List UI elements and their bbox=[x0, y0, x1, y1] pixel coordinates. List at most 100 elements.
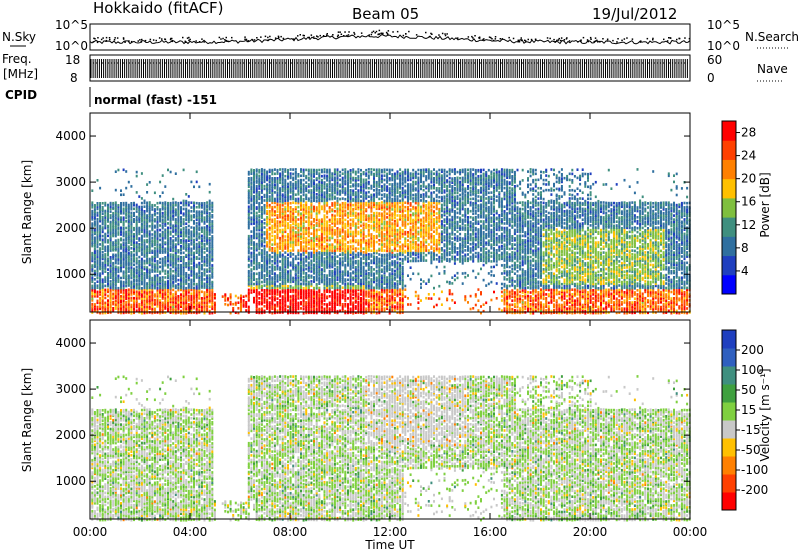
power-cell bbox=[341, 222, 344, 225]
power-cell bbox=[271, 247, 274, 250]
power-cell bbox=[185, 228, 188, 232]
power-cell bbox=[190, 238, 193, 242]
power-cell bbox=[167, 226, 169, 230]
power-cell bbox=[185, 262, 188, 265]
power-cell bbox=[151, 203, 154, 207]
power-cell bbox=[153, 275, 156, 279]
power-cell bbox=[273, 286, 276, 289]
power-cell bbox=[245, 294, 248, 298]
power-cell bbox=[198, 206, 201, 209]
power-cell bbox=[138, 297, 141, 300]
power-cell bbox=[349, 227, 352, 230]
power-cell bbox=[333, 189, 336, 192]
power-cell bbox=[302, 290, 305, 294]
power-cell bbox=[339, 244, 342, 248]
power-cell bbox=[297, 307, 300, 311]
nsearch-point bbox=[158, 37, 161, 39]
power-cell bbox=[260, 201, 263, 204]
power-cell bbox=[174, 210, 177, 213]
power-cell bbox=[190, 272, 193, 275]
power-cell bbox=[292, 195, 295, 199]
power-cell bbox=[167, 228, 169, 232]
power-cell bbox=[253, 228, 255, 231]
power-cell bbox=[307, 240, 310, 244]
power-cell bbox=[294, 184, 297, 188]
power-cell bbox=[255, 216, 258, 219]
power-cell bbox=[247, 259, 250, 262]
power-cell bbox=[266, 283, 269, 286]
power-cell bbox=[268, 309, 271, 313]
power-cell bbox=[320, 168, 323, 172]
power-cell bbox=[347, 197, 349, 200]
power-cell bbox=[250, 217, 253, 221]
power-cell bbox=[341, 263, 344, 267]
power-cell bbox=[208, 268, 211, 271]
power-cell bbox=[310, 191, 313, 194]
power-cell bbox=[341, 280, 344, 283]
power-cell bbox=[328, 301, 331, 305]
power-cell bbox=[135, 218, 138, 221]
power-cell bbox=[127, 239, 130, 242]
power-cell bbox=[305, 232, 308, 236]
power-cell bbox=[287, 272, 289, 275]
power-cell bbox=[320, 305, 323, 309]
power-cell bbox=[326, 276, 329, 280]
power-cell bbox=[279, 247, 282, 250]
power-cell bbox=[101, 222, 104, 226]
power-cell bbox=[247, 245, 250, 248]
power-cell bbox=[328, 185, 331, 188]
power-cell bbox=[349, 253, 352, 257]
power-cell bbox=[247, 212, 250, 215]
power-cell bbox=[326, 257, 329, 260]
power-cell bbox=[333, 284, 336, 288]
power-cell bbox=[138, 239, 141, 242]
power-cell bbox=[266, 274, 269, 277]
nsearch-point bbox=[130, 40, 133, 43]
power-cell bbox=[289, 264, 292, 267]
nsearch-point bbox=[227, 40, 230, 43]
power-cell bbox=[187, 237, 190, 240]
power-cell bbox=[263, 178, 266, 182]
power-cell bbox=[185, 294, 188, 298]
power-cell bbox=[138, 205, 141, 209]
power-cell bbox=[336, 246, 339, 250]
power-cell bbox=[315, 290, 318, 294]
power-cell bbox=[174, 298, 177, 302]
power-cell bbox=[182, 259, 185, 263]
power-cell bbox=[247, 183, 250, 186]
power-cell bbox=[101, 295, 104, 298]
power-cell bbox=[357, 178, 360, 182]
power-cell bbox=[302, 280, 305, 283]
power-cell bbox=[107, 268, 109, 271]
power-cell bbox=[208, 245, 211, 248]
power-cell bbox=[107, 229, 109, 232]
power-cell bbox=[130, 251, 133, 254]
power-cell bbox=[313, 190, 315, 194]
power-cell bbox=[260, 294, 263, 298]
power-cell bbox=[107, 212, 109, 215]
power-cell bbox=[174, 251, 177, 255]
power-cell bbox=[250, 216, 253, 219]
power-cell bbox=[180, 210, 182, 213]
power-cell bbox=[281, 286, 284, 290]
power-cell bbox=[336, 303, 339, 306]
power-cell bbox=[273, 251, 276, 255]
power-cell bbox=[307, 274, 310, 277]
power-cell bbox=[174, 226, 177, 229]
power-cell bbox=[349, 309, 352, 312]
power-cell bbox=[177, 201, 180, 205]
power-cell bbox=[331, 262, 334, 265]
power-cell bbox=[242, 301, 245, 305]
power-cell bbox=[143, 199, 146, 203]
power-cell bbox=[159, 270, 162, 274]
power-cell bbox=[279, 275, 282, 279]
power-cell bbox=[135, 215, 138, 219]
power-cell bbox=[187, 268, 190, 271]
power-cell bbox=[169, 214, 172, 217]
power-cell bbox=[260, 270, 263, 274]
power-cell bbox=[200, 282, 203, 285]
power-cell bbox=[109, 235, 112, 238]
power-cell bbox=[300, 258, 302, 261]
power-cell bbox=[294, 269, 297, 273]
power-cell bbox=[331, 176, 334, 180]
